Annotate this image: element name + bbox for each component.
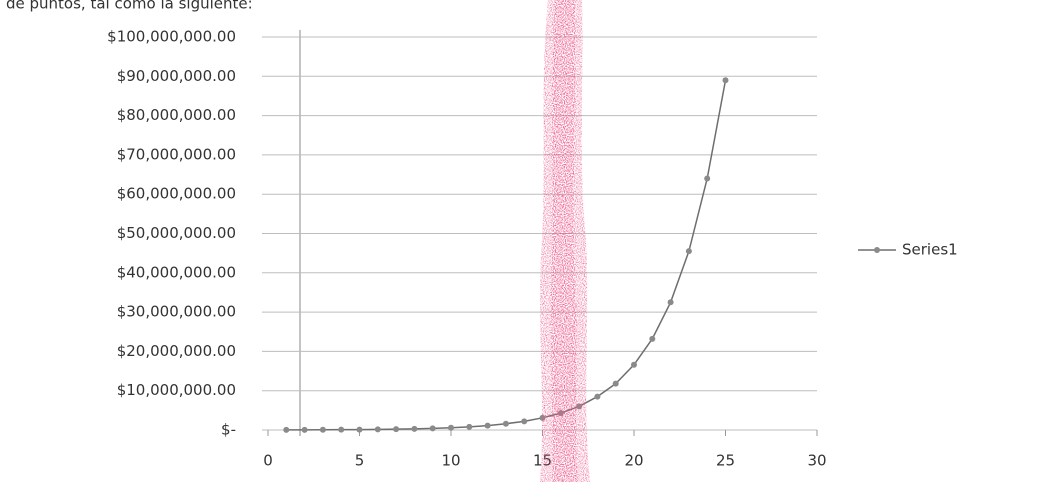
legend-marker [874,247,880,253]
y-tick-label: $- [221,421,236,439]
y-tick-label: $30,000,000.00 [117,303,236,321]
data-point [374,426,381,433]
x-tick-label: 5 [355,452,365,470]
y-tick-label: $70,000,000.00 [117,145,236,163]
y-tick-label: $90,000,000.00 [117,67,236,85]
data-point [356,426,363,433]
y-tick-label: $60,000,000.00 [117,185,236,203]
y-tick-label: $40,000,000.00 [117,263,236,281]
x-tick-label: 25 [716,452,735,470]
y-tick-label: $50,000,000.00 [117,224,236,242]
y-tick-label: $20,000,000.00 [117,342,236,360]
x-tick-label: 20 [624,452,643,470]
data-point [685,248,692,255]
legend-label: Series1 [902,241,958,259]
data-point [301,426,308,433]
data-point [649,335,656,342]
data-point [502,420,509,427]
series-line [286,80,727,431]
x-tick-label: 0 [263,452,273,470]
y-tick-label: $80,000,000.00 [117,106,236,124]
data-point [393,426,400,433]
data-point [338,426,345,433]
data-point [319,426,326,433]
data-point [594,393,601,400]
data-point [631,361,637,368]
data-point [704,175,711,182]
data-point [429,425,436,432]
red-scribble [550,0,578,482]
data-point [283,426,290,433]
y-tick-label: $10,000,000.00 [117,381,236,399]
x-tick-label: 10 [441,452,460,470]
x-tick-label: 30 [807,452,826,470]
y-tick-label: $100,000,000.00 [107,28,236,46]
data-point [448,424,454,431]
data-point [667,299,674,306]
data-point [484,422,491,429]
data-point [411,425,418,432]
data-point [466,423,473,430]
data-point [612,380,619,387]
data-point [521,418,528,425]
data-point [722,77,729,84]
caption: de puntos, tal como la siguiente: [6,0,253,13]
